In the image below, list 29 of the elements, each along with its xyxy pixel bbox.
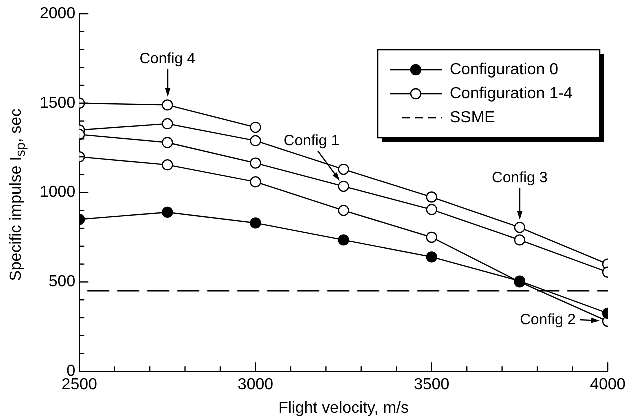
point [338, 180, 350, 192]
annotation: Config 1 [284, 132, 340, 150]
point [426, 252, 438, 263]
x-tick-label: 2500 [62, 376, 98, 394]
x-tick-label: 3000 [238, 376, 274, 394]
point [426, 192, 438, 203]
x-tick-label: 3500 [414, 376, 450, 394]
point [426, 232, 438, 244]
point [338, 205, 350, 216]
point [338, 164, 350, 176]
y-tick-label: 500 [48, 274, 76, 291]
x-axis-title: Flight velocity, m/s [278, 400, 409, 417]
point [250, 122, 262, 134]
legend-label: Configuration 1-4 [450, 85, 573, 102]
point [250, 176, 262, 188]
y-tick-label: 2000 [40, 5, 76, 22]
point [250, 158, 262, 169]
legend-label: SSME [450, 109, 496, 126]
point [250, 218, 262, 229]
annotation: Config 4 [140, 50, 196, 68]
legend-label: Configuration 0 [450, 61, 559, 78]
annotation: Config 2 [520, 311, 576, 328]
annotation: Config 3 [492, 169, 548, 186]
y-tick-label: 1000 [40, 184, 76, 202]
point [426, 204, 438, 216]
point [338, 234, 350, 246]
x-tick-label: 4000 [590, 376, 626, 394]
point [250, 135, 262, 147]
y-tick-label: 1500 [40, 94, 76, 112]
